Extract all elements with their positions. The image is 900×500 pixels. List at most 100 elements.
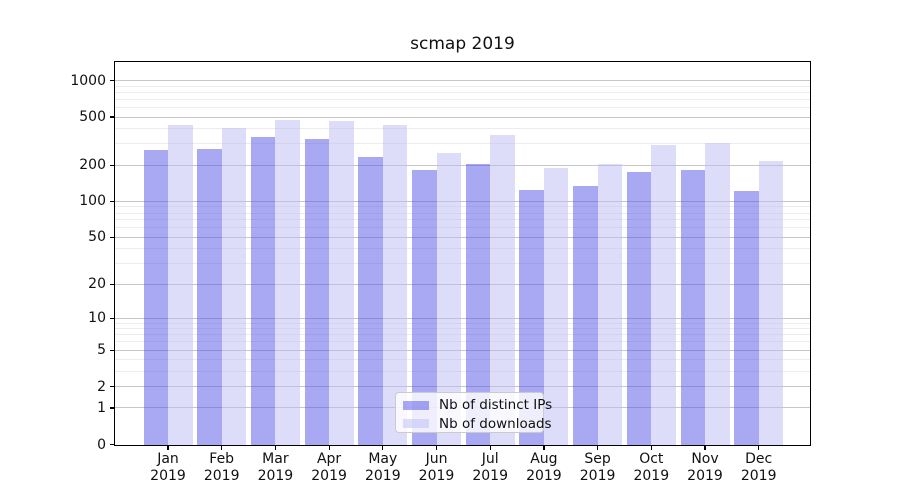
x-tick-jul [489, 445, 491, 450]
bar-oct-ips [626, 172, 652, 445]
x-tick-label-aug: Aug 2019 [514, 451, 574, 484]
gridline-major-1000 [115, 80, 810, 82]
x-tick-apr [328, 445, 330, 450]
y-tick-label-5: 5 [97, 342, 106, 359]
spine-left [113, 60, 116, 446]
gridline-major-50 [115, 236, 810, 238]
x-tick-label-jul: Jul 2019 [460, 451, 520, 484]
chart-title: scmap 2019 [410, 34, 515, 54]
x-tick-month: Dec [745, 451, 773, 467]
y-tick-50 [109, 236, 114, 239]
x-tick-label-sep: Sep 2019 [568, 451, 628, 484]
legend: Nb of distinct IPs Nb of downloads [395, 392, 552, 434]
x-tick-month: Jan [157, 451, 179, 467]
spine-right [810, 60, 812, 446]
bar-jan-downloads [168, 124, 193, 445]
bar-feb-ips [197, 148, 222, 445]
bar-nov-downloads [705, 143, 730, 445]
spine-bottom [113, 444, 812, 446]
gridline-minor-3 [115, 370, 810, 372]
gridline-minor-800 [115, 91, 810, 93]
gridline-minor-8 [115, 328, 810, 330]
gridline-minor-600 [115, 106, 810, 108]
legend-entry-downloads: Nb of downloads [396, 415, 552, 434]
x-tick-year: 2019 [740, 467, 777, 484]
x-tick-year: 2019 [150, 467, 186, 484]
gridline-major-100 [115, 200, 810, 202]
legend-label-downloads: Nb of downloads [439, 415, 552, 432]
gridline-minor-900 [115, 85, 810, 87]
plot-area [115, 62, 810, 445]
y-tick-0 [109, 443, 114, 446]
y-tick-20 [109, 283, 114, 285]
y-tick-1 [109, 407, 114, 409]
y-tick-label-1: 1 [97, 399, 106, 416]
x-tick-nov [704, 445, 706, 450]
y-tick-label-500: 500 [79, 109, 106, 125]
x-tick-label-feb: Feb 2019 [192, 451, 252, 484]
spine-top [113, 60, 812, 63]
y-tick-2 [109, 386, 114, 388]
x-tick-month: Aug [530, 451, 558, 467]
x-tick-year: 2019 [364, 467, 401, 484]
bar-aug-downloads [543, 167, 569, 445]
gridline-major-200 [115, 164, 810, 166]
x-tick-month: Oct [639, 451, 664, 467]
gridline-major-10 [115, 317, 810, 319]
x-tick-feb [221, 445, 223, 450]
legend-label-distinct-ips: Nb of distinct IPs [439, 397, 553, 414]
bar-sep-downloads [597, 163, 623, 445]
x-tick-label-apr: Apr 2019 [299, 451, 359, 484]
y-tick-5 [109, 349, 114, 351]
x-tick-month: Mar [262, 451, 289, 467]
gridline-minor-70 [115, 219, 810, 221]
x-tick-month: Sep [584, 451, 611, 467]
x-tick-mar [274, 445, 277, 450]
y-tick-label-50: 50 [88, 229, 106, 246]
x-tick-may [382, 445, 384, 450]
x-tick-month: Jun [425, 451, 448, 467]
x-tick-year: 2019 [687, 467, 723, 484]
bar-dec-ips [734, 191, 759, 445]
x-tick-month: Jul [481, 451, 499, 467]
bar-jan-ips [143, 150, 168, 445]
bar-feb-downloads [221, 128, 247, 445]
x-tick-aug [543, 445, 545, 450]
y-tick-label-10: 10 [88, 310, 106, 327]
y-tick-label-0: 0 [97, 436, 106, 453]
x-tick-year: 2019 [203, 467, 240, 484]
gridline-major-500 [115, 116, 810, 118]
bar-mar-ips [250, 136, 276, 445]
legend-swatch-downloads [403, 419, 429, 429]
bar-apr-ips [304, 138, 330, 445]
x-tick-year: 2019 [311, 467, 347, 484]
y-tick-100 [109, 200, 114, 203]
legend-swatch-distinct-ips [403, 400, 429, 410]
bar-sep-ips [573, 186, 598, 445]
x-tick-label-oct: Oct 2019 [621, 451, 681, 484]
x-tick-year: 2019 [526, 467, 562, 484]
gridline-minor-30 [115, 263, 810, 265]
y-tick-500 [109, 116, 114, 118]
x-tick-month: Nov [691, 451, 719, 467]
gridline-minor-40 [115, 248, 810, 250]
x-tick-label-mar: Mar 2019 [245, 451, 305, 484]
bar-dec-downloads [758, 160, 784, 445]
bar-nov-ips [680, 169, 705, 445]
y-tick-1000 [109, 79, 114, 82]
y-tick-label-20: 20 [88, 276, 106, 293]
gridline-minor-9 [115, 322, 810, 324]
gridline-minor-6 [115, 341, 810, 343]
x-tick-year: 2019 [472, 467, 508, 484]
x-tick-month: May [368, 451, 398, 467]
x-tick-label-dec: Dec 2019 [729, 451, 789, 484]
y-tick-label-2: 2 [97, 378, 106, 395]
x-tick-jan [167, 445, 169, 450]
x-tick-label-jun: Jun 2019 [407, 451, 467, 484]
x-tick-year: 2019 [579, 467, 616, 484]
bar-apr-downloads [329, 120, 354, 445]
x-tick-label-may: May 2019 [353, 451, 413, 484]
x-tick-oct [650, 445, 652, 450]
bar-may-ips [358, 157, 383, 445]
gridline-major-2 [115, 386, 810, 388]
